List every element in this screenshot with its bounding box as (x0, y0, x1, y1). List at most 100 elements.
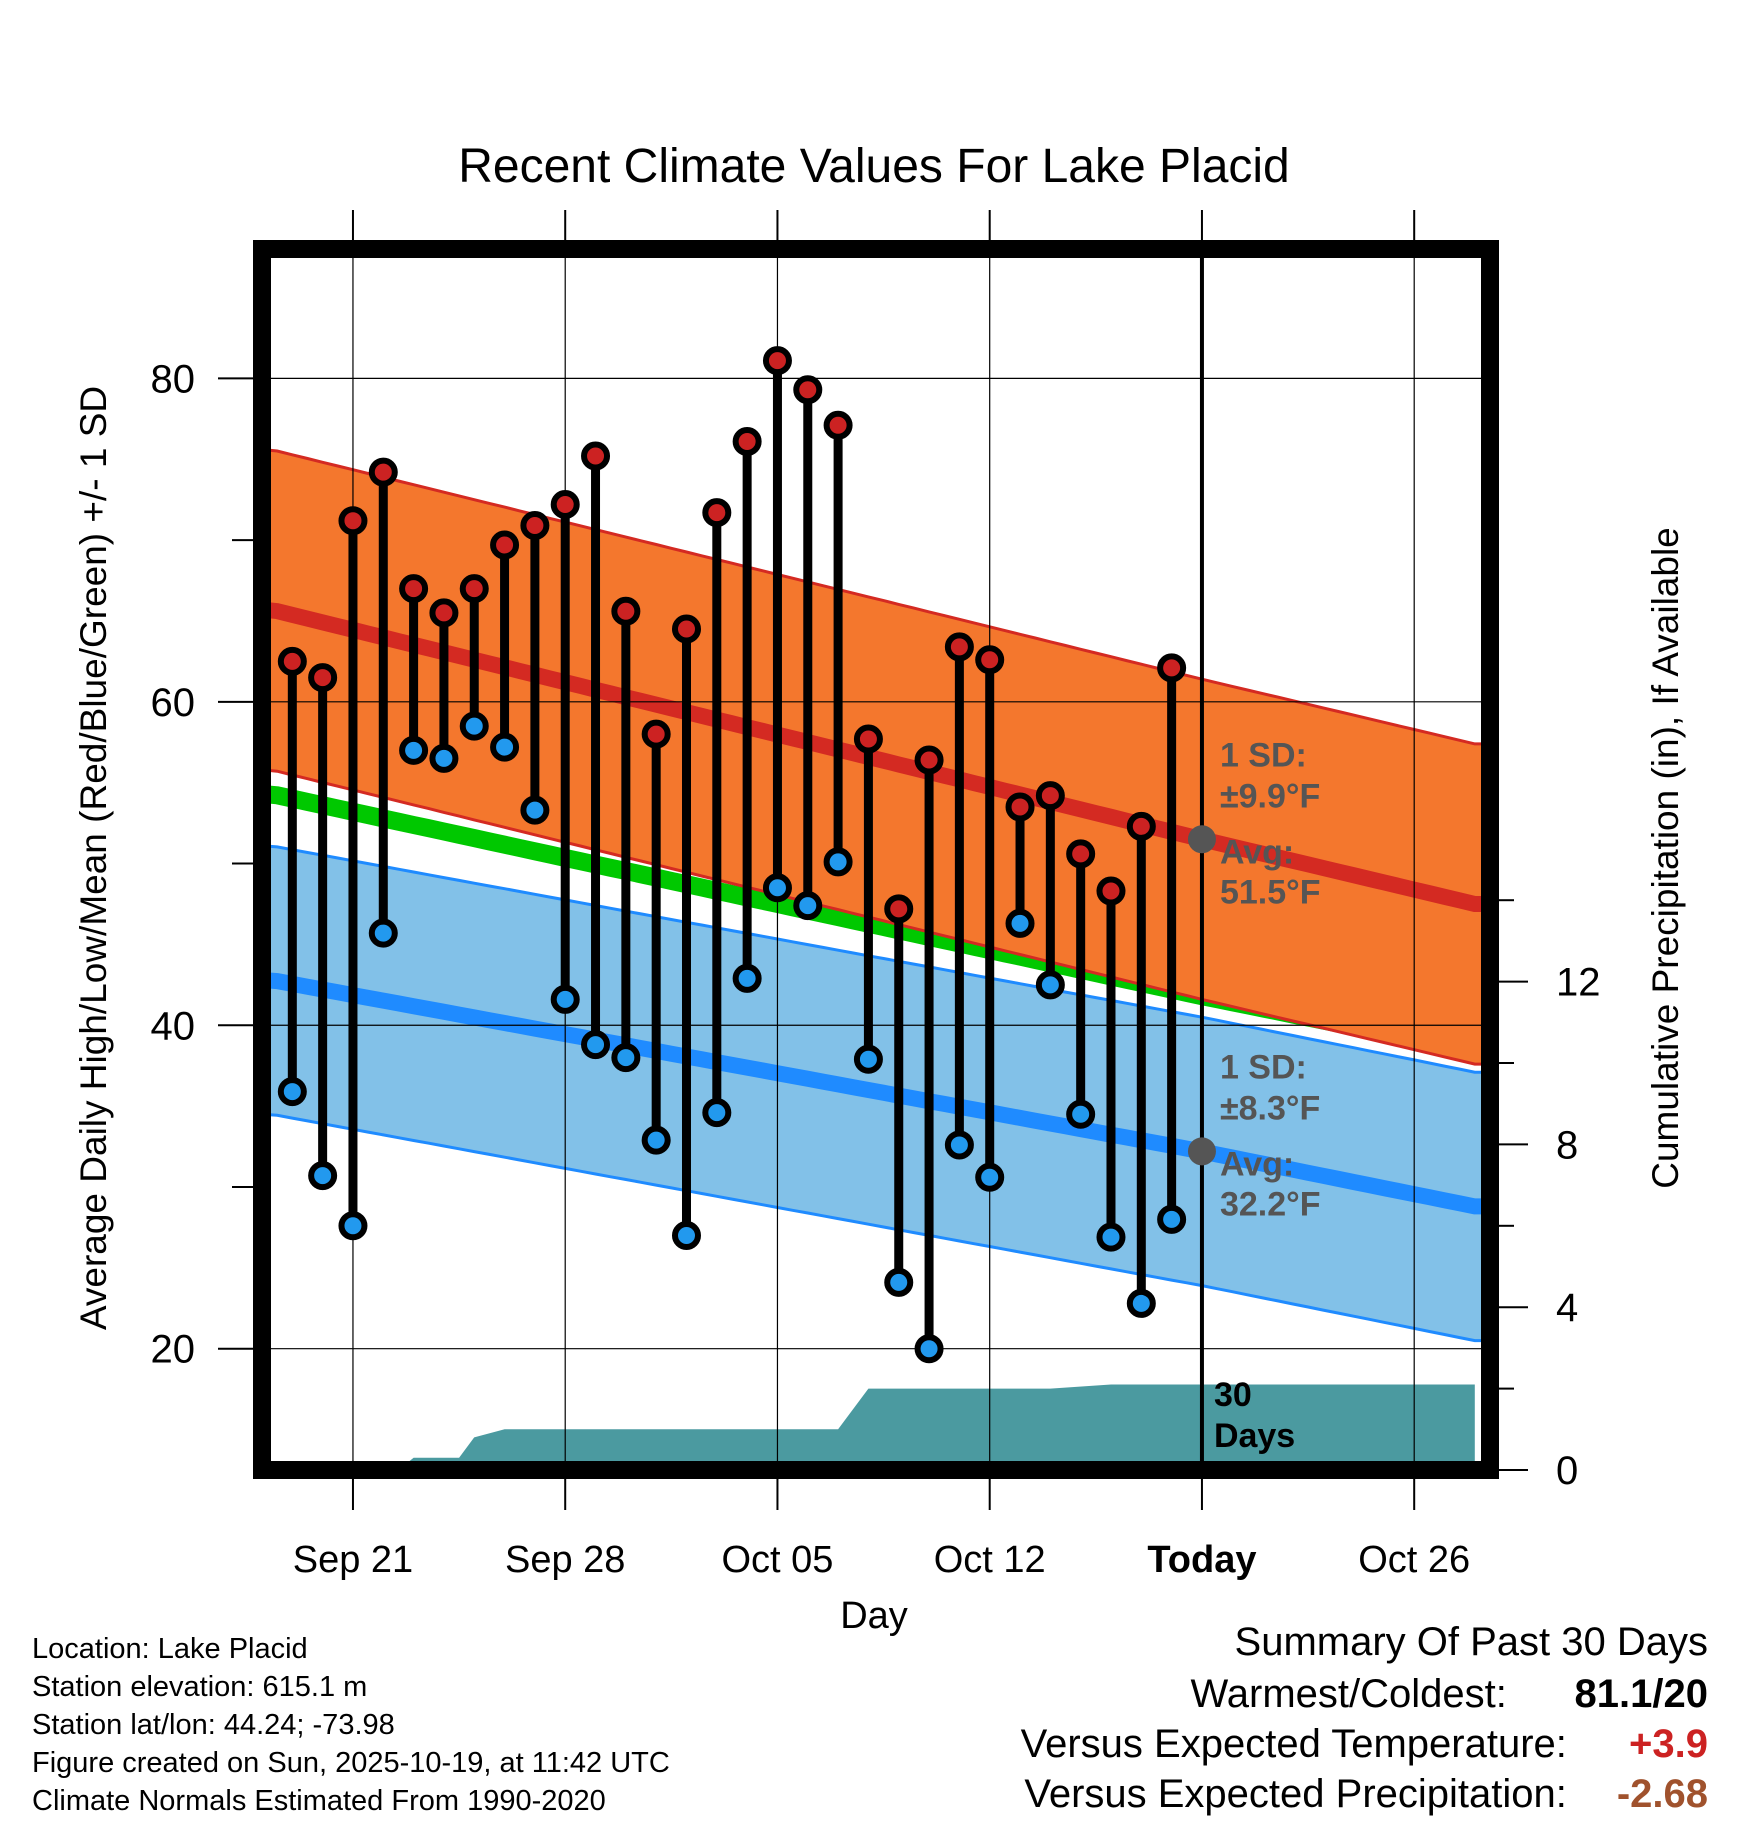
daily-high-point (793, 375, 823, 405)
precip-value: -2.68 (1616, 1772, 1708, 1816)
normal-high-upper-edge (262, 448, 1490, 746)
daily-low-point (793, 891, 823, 921)
daily-low-point (914, 1334, 944, 1364)
daily-low-point (641, 1125, 671, 1155)
low-avg-value: 32.2°F (1220, 1185, 1321, 1223)
daily-high-point (732, 426, 762, 456)
elevation-text: Station elevation: 615.1 m (32, 1671, 368, 1703)
daily-high-point (520, 511, 550, 541)
daily-low-point (368, 918, 398, 948)
daily-high-point (429, 598, 459, 628)
days-count-label: 30 (1214, 1376, 1252, 1414)
daily-high-point (1035, 781, 1065, 811)
daily-low-point (399, 735, 429, 765)
daily-low-point (853, 1044, 883, 1074)
created-text: Figure created on Sun, 2025-10-19, at 11… (32, 1747, 670, 1779)
daily-low-point (520, 795, 550, 825)
daily-high-point (399, 574, 429, 604)
days-label: Days (1214, 1417, 1295, 1455)
high-sd-label: 1 SD: (1220, 736, 1307, 774)
daily-low-point (308, 1161, 338, 1191)
low-sd-label: 1 SD: (1220, 1048, 1307, 1086)
x-tick-label: Oct 26 (1358, 1539, 1470, 1581)
x-tick-label: Oct 12 (934, 1539, 1046, 1581)
axes: Sep 21 Sep 28 Oct 05 Oct 12 Today Oct 2620406… (151, 210, 1601, 1581)
high-avg-label: Avg: (1220, 833, 1294, 871)
daily-high-point (914, 745, 944, 775)
location-text: Location: Lake Placid (32, 1633, 308, 1665)
daily-low-point (671, 1221, 701, 1251)
temp-value: +3.9 (1629, 1722, 1708, 1766)
plot-frame (253, 240, 1499, 1479)
y-right-tick-label: 4 (1556, 1286, 1578, 1330)
low-avg-label: Avg: (1220, 1145, 1294, 1183)
normal-low-lower-edge (262, 1112, 1490, 1343)
y-left-tick-label: 60 (151, 681, 196, 725)
daily-high-point (641, 719, 671, 749)
summary-precip: Versus Expected Precipitation: -2.68 (1024, 1772, 1708, 1817)
low-sd-value: ±8.3°F (1220, 1089, 1320, 1127)
x-tick-label: Oct 05 (721, 1539, 833, 1581)
daily-high-point (1066, 839, 1096, 869)
daily-low-point (1005, 908, 1035, 938)
daily-high-point (338, 506, 368, 536)
daily-low-point (581, 1030, 611, 1060)
today-low-avg-marker (1187, 1137, 1216, 1166)
latlon-text: Station lat/lon: 44.24; -73.98 (32, 1709, 395, 1741)
summary-temp: Versus Expected Temperature: +3.9 (1021, 1722, 1708, 1767)
daily-high-point (853, 724, 883, 754)
x-axis-label: Day (840, 1595, 908, 1637)
y-right-tick-label: 12 (1556, 961, 1601, 1005)
warmest-value: 81.1/20 (1574, 1672, 1708, 1716)
daily-high-point (884, 894, 914, 924)
chart-title: Recent Climate Values For Lake Placid (458, 140, 1290, 193)
daily-low-point (823, 847, 853, 877)
normal-low-upper-edge (262, 844, 1490, 1074)
normal-high-lower-edge (262, 768, 1490, 1066)
daily-low-point (490, 732, 520, 762)
y-right-tick-label: 0 (1556, 1449, 1578, 1493)
y-axis-label-right: Cumulative Precipitation (in), If Availa… (1645, 527, 1686, 1189)
warmest-label: Warmest/Coldest: (1190, 1672, 1507, 1716)
y-left-tick-label: 40 (151, 1004, 196, 1048)
temp-label: Versus Expected Temperature: (1020, 1722, 1567, 1766)
normal-low-mean-line (262, 972, 1490, 1215)
precip-label: Versus Expected Precipitation: (1024, 1772, 1567, 1816)
high-avg-value: 51.5°F (1220, 873, 1321, 911)
daily-high-point (1157, 653, 1187, 683)
daily-high-point (277, 646, 307, 676)
footer-metadata: Location: Lake Placid Station elevation:… (32, 1630, 670, 1820)
daily-high-point (490, 530, 520, 560)
daily-low-point (429, 743, 459, 773)
daily-high-point (1096, 876, 1126, 906)
daily-low-point (762, 873, 792, 903)
daily-low-point (611, 1043, 641, 1073)
daily-low-point (550, 984, 580, 1014)
daily-high-point (308, 663, 338, 693)
daily-high-point (581, 441, 611, 471)
daily-high-point (944, 632, 974, 662)
daily-low-point (1035, 970, 1065, 1000)
daily-low-point (1096, 1222, 1126, 1252)
daily-high-point (823, 410, 853, 440)
x-tick-label: Sep 21 (293, 1539, 413, 1581)
daily-low-point (1066, 1099, 1096, 1129)
daily-low-point (732, 963, 762, 993)
daily-low-point (277, 1077, 307, 1107)
y-right-tick-label: 8 (1556, 1123, 1578, 1167)
y-left-tick-label: 80 (151, 357, 196, 401)
daily-low-point (944, 1130, 974, 1160)
daily-high-point (611, 596, 641, 626)
high-sd-value: ±9.9°F (1220, 777, 1320, 815)
y-axis-label-left: Average Daily High/Low/Mean (Red/Blue/Gr… (73, 386, 114, 1330)
x-tick-label: Today (1147, 1539, 1256, 1581)
daily-low-point (459, 711, 489, 741)
daily-low-point (338, 1211, 368, 1241)
daily-high-point (671, 614, 701, 644)
daily-high-point (975, 645, 1005, 675)
x-tick-label: Sep 28 (505, 1539, 625, 1581)
today-high-avg-marker (1187, 825, 1216, 854)
daily-high-point (762, 346, 792, 376)
